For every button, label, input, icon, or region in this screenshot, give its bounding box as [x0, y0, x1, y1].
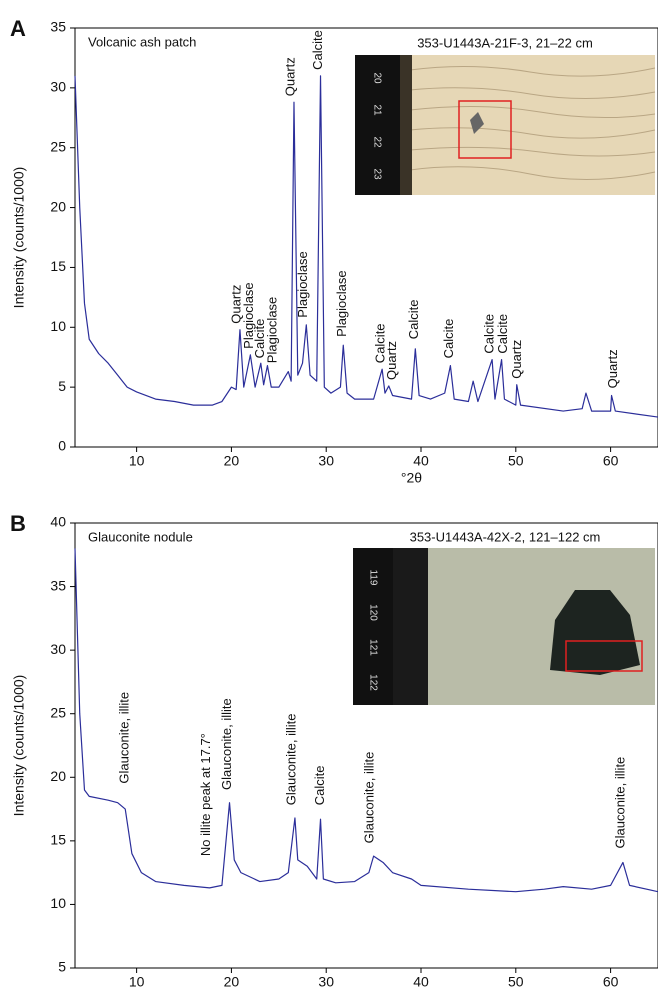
peak-label: Calcite: [310, 30, 325, 70]
y-tick-label: 40: [50, 514, 66, 530]
peak-label: Calcite: [441, 319, 456, 359]
sample-label: Volcanic ash patch: [88, 34, 196, 49]
ruler-label: 21: [371, 104, 382, 116]
peak-label: Plagioclase: [265, 297, 280, 364]
spectrum-line: [74, 548, 658, 893]
x-tick-label: 50: [508, 453, 524, 469]
x-tick-label: 10: [129, 974, 145, 988]
y-tick-label: 0: [58, 438, 66, 454]
inset-photo: [353, 548, 655, 705]
peak-label: Quartz: [229, 285, 244, 324]
y-tick-label: 20: [50, 198, 66, 214]
y-tick-label: 35: [50, 19, 66, 35]
x-tick-label: 10: [129, 453, 145, 469]
photo-texture: [409, 65, 656, 180]
panel-letter: A: [10, 16, 26, 41]
y-tick-label: 30: [50, 79, 66, 95]
x-tick-label: 60: [603, 974, 619, 988]
peak-label: Plagioclase: [295, 251, 310, 318]
y-tick-label: 30: [50, 641, 66, 657]
highlight-box: [458, 100, 512, 159]
ruler-label: 119: [367, 570, 378, 586]
ruler-label: 20: [371, 72, 382, 84]
peak-label: Calcite: [312, 766, 327, 806]
inset-caption: 353-U1443A-21F-3, 21–22 cm: [417, 35, 593, 50]
x-tick-label: 60: [603, 453, 619, 469]
y-tick-label: 25: [50, 704, 66, 720]
ruler-label: 122: [367, 674, 378, 691]
highlight-box: [565, 640, 643, 672]
peak-label: Calcite: [373, 323, 388, 363]
y-tick-label: 10: [50, 895, 66, 911]
ash-patch: [470, 112, 484, 134]
y-tick-label: 35: [50, 577, 66, 593]
x-tick-label: 40: [413, 974, 429, 988]
x-tick-label: 30: [318, 453, 334, 469]
inset-photo: [355, 55, 656, 195]
peak-label: No illite peak at 17.7°: [198, 733, 213, 856]
y-tick-label: 15: [50, 832, 66, 848]
peak-label: Plagioclase: [241, 282, 256, 349]
peak-label: Glauconite, illite: [117, 692, 132, 784]
ruler-label: 120: [367, 604, 378, 621]
spectrum-line: [74, 75, 658, 418]
ruler-label: 22: [371, 136, 382, 148]
plot-frame: [74, 27, 658, 448]
y-tick-label: 5: [58, 959, 66, 975]
plots: 0 5 10 15 20 25 30 35 10 20 30 40 50 60 °2θ Intensity (…: [10, 16, 658, 988]
peak-label: Quartz: [384, 341, 399, 380]
sample-label: Glauconite nodule: [88, 529, 193, 544]
peak-label: Calcite: [495, 314, 510, 354]
peak-label: Calcite: [482, 314, 497, 354]
ruler-label: 121: [367, 639, 378, 656]
x-tick-label: 30: [318, 974, 334, 988]
plot-frame: [74, 522, 658, 969]
inset-caption: 353-U1443A-42X-2, 121–122 cm: [410, 529, 601, 544]
x-tick-label: 40: [413, 453, 429, 469]
peak-label: Quartz: [605, 349, 620, 388]
y-tick-label: 20: [50, 768, 66, 784]
peak-label: Calcite: [252, 319, 267, 359]
peak-label: Quartz: [509, 340, 524, 379]
y-tick-label: 10: [50, 318, 66, 334]
peak-label: Glauconite, illite: [219, 698, 234, 790]
x-tick-label: 50: [508, 974, 524, 988]
peak-label: Glauconite, illite: [361, 752, 376, 844]
ruler: [353, 548, 393, 705]
peak-label: Calcite: [406, 300, 421, 340]
y-axis-label: Intensity (counts/1000): [11, 675, 27, 817]
y-tick-label: 15: [50, 258, 66, 274]
y-tick-label: 5: [58, 378, 66, 394]
y-tick-label: 25: [50, 138, 66, 154]
nodule: [550, 590, 640, 675]
peak-label: Glauconite, illite: [612, 757, 627, 849]
peak-label: Plagioclase: [334, 270, 349, 337]
photo-edge: [400, 55, 412, 195]
ruler-label: 23: [371, 168, 382, 180]
x-tick-label: 20: [224, 453, 240, 469]
photo-edge: [393, 548, 428, 705]
peak-label: Quartz: [283, 57, 298, 96]
x-axis-label: °2θ: [401, 470, 422, 486]
y-axis-label: Intensity (counts/1000): [11, 167, 27, 309]
peak-label: Glauconite, illite: [284, 713, 299, 805]
panel-letter: B: [10, 511, 26, 536]
x-tick-label: 20: [224, 974, 240, 988]
ruler: [355, 55, 400, 195]
